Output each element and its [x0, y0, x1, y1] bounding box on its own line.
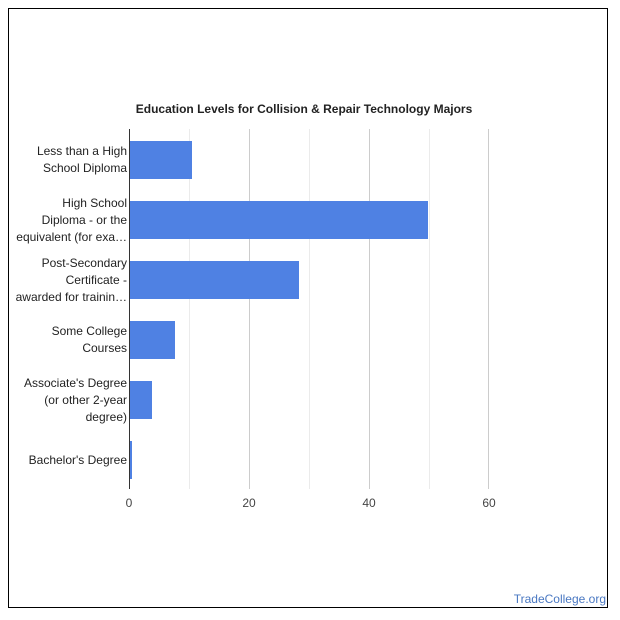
gridline [369, 129, 370, 489]
category-label: Associate's Degree (or other 2-year degree… [23, 375, 127, 424]
bar-high-school-diploma[interactable] [129, 201, 428, 239]
bar-bachelors-degree[interactable] [129, 441, 132, 479]
category-label: Some College Courses [51, 324, 127, 355]
gridline [309, 129, 310, 489]
category-label: Less than a High School Diploma [36, 144, 127, 175]
bar-some-college[interactable] [129, 321, 176, 359]
category-label: High School Diploma - or the equivalent (f… [16, 195, 127, 244]
brand-link[interactable]: TradeCollege.org [513, 592, 606, 606]
y-axis-line [129, 129, 130, 489]
gridline [488, 129, 489, 489]
bar-associates-degree[interactable] [129, 381, 153, 419]
category-label: Post-Secondary Certificate - awarded for t… [15, 255, 127, 304]
bar-post-secondary-certificate[interactable] [129, 261, 299, 299]
x-tick-label: 0 [125, 496, 133, 510]
category-label: Bachelor's Degree [28, 452, 127, 467]
chart-frame: Education Levels for Collision & Repair … [8, 8, 608, 608]
bar-less-than-high-school[interactable] [129, 141, 192, 179]
chart-title: Education Levels for Collision & Repair … [135, 102, 473, 116]
gridline [429, 129, 430, 489]
plot-area [129, 129, 489, 489]
x-tick-label: 40 [362, 496, 376, 510]
x-tick-label: 20 [242, 496, 256, 510]
gridline [189, 129, 190, 489]
gridline [249, 129, 250, 489]
x-tick-label: 60 [482, 496, 496, 510]
